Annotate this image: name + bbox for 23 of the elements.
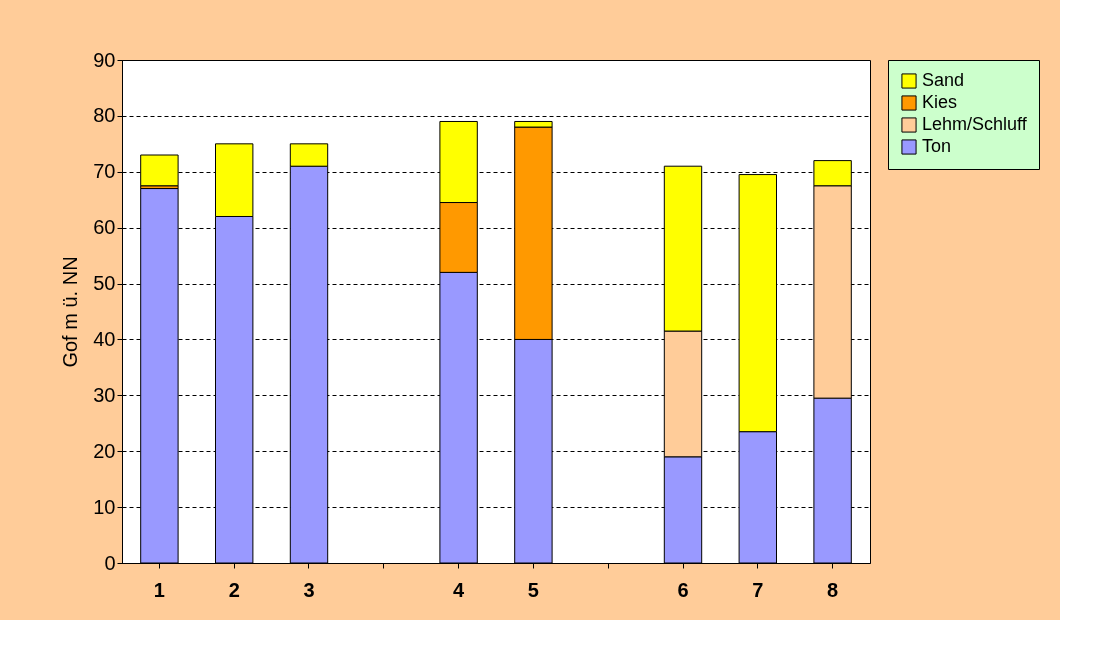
x-tick-label: 6 bbox=[677, 578, 689, 601]
y-tick-label: 80 bbox=[93, 104, 116, 127]
legend-label: Ton bbox=[922, 136, 952, 156]
x-tick-label: 2 bbox=[228, 578, 240, 601]
y-tick-label: 30 bbox=[93, 383, 116, 406]
y-tick-label: 10 bbox=[93, 495, 116, 518]
x-tick-label: 7 bbox=[752, 578, 764, 601]
y-tick-label: 20 bbox=[93, 439, 116, 462]
y-tick-label: 90 bbox=[93, 48, 116, 71]
y-axis-title: Gof m ü. NN bbox=[59, 256, 82, 368]
x-tick-label: 1 bbox=[153, 578, 165, 601]
x-tick-label: 3 bbox=[303, 578, 315, 601]
y-tick-label: 40 bbox=[93, 327, 116, 350]
x-tick-label: 4 bbox=[453, 578, 466, 601]
legend-label: Kies bbox=[922, 92, 958, 112]
legend-label: Lehm/Schluff bbox=[922, 114, 1028, 134]
x-tick-label: 8 bbox=[827, 578, 839, 601]
legend-label: Sand bbox=[922, 70, 965, 90]
y-tick-label: 0 bbox=[104, 551, 116, 574]
x-tick-label: 5 bbox=[527, 578, 539, 601]
y-tick-label: 50 bbox=[93, 272, 116, 295]
y-tick-label: 60 bbox=[93, 216, 116, 239]
y-tick-label: 70 bbox=[93, 160, 116, 183]
